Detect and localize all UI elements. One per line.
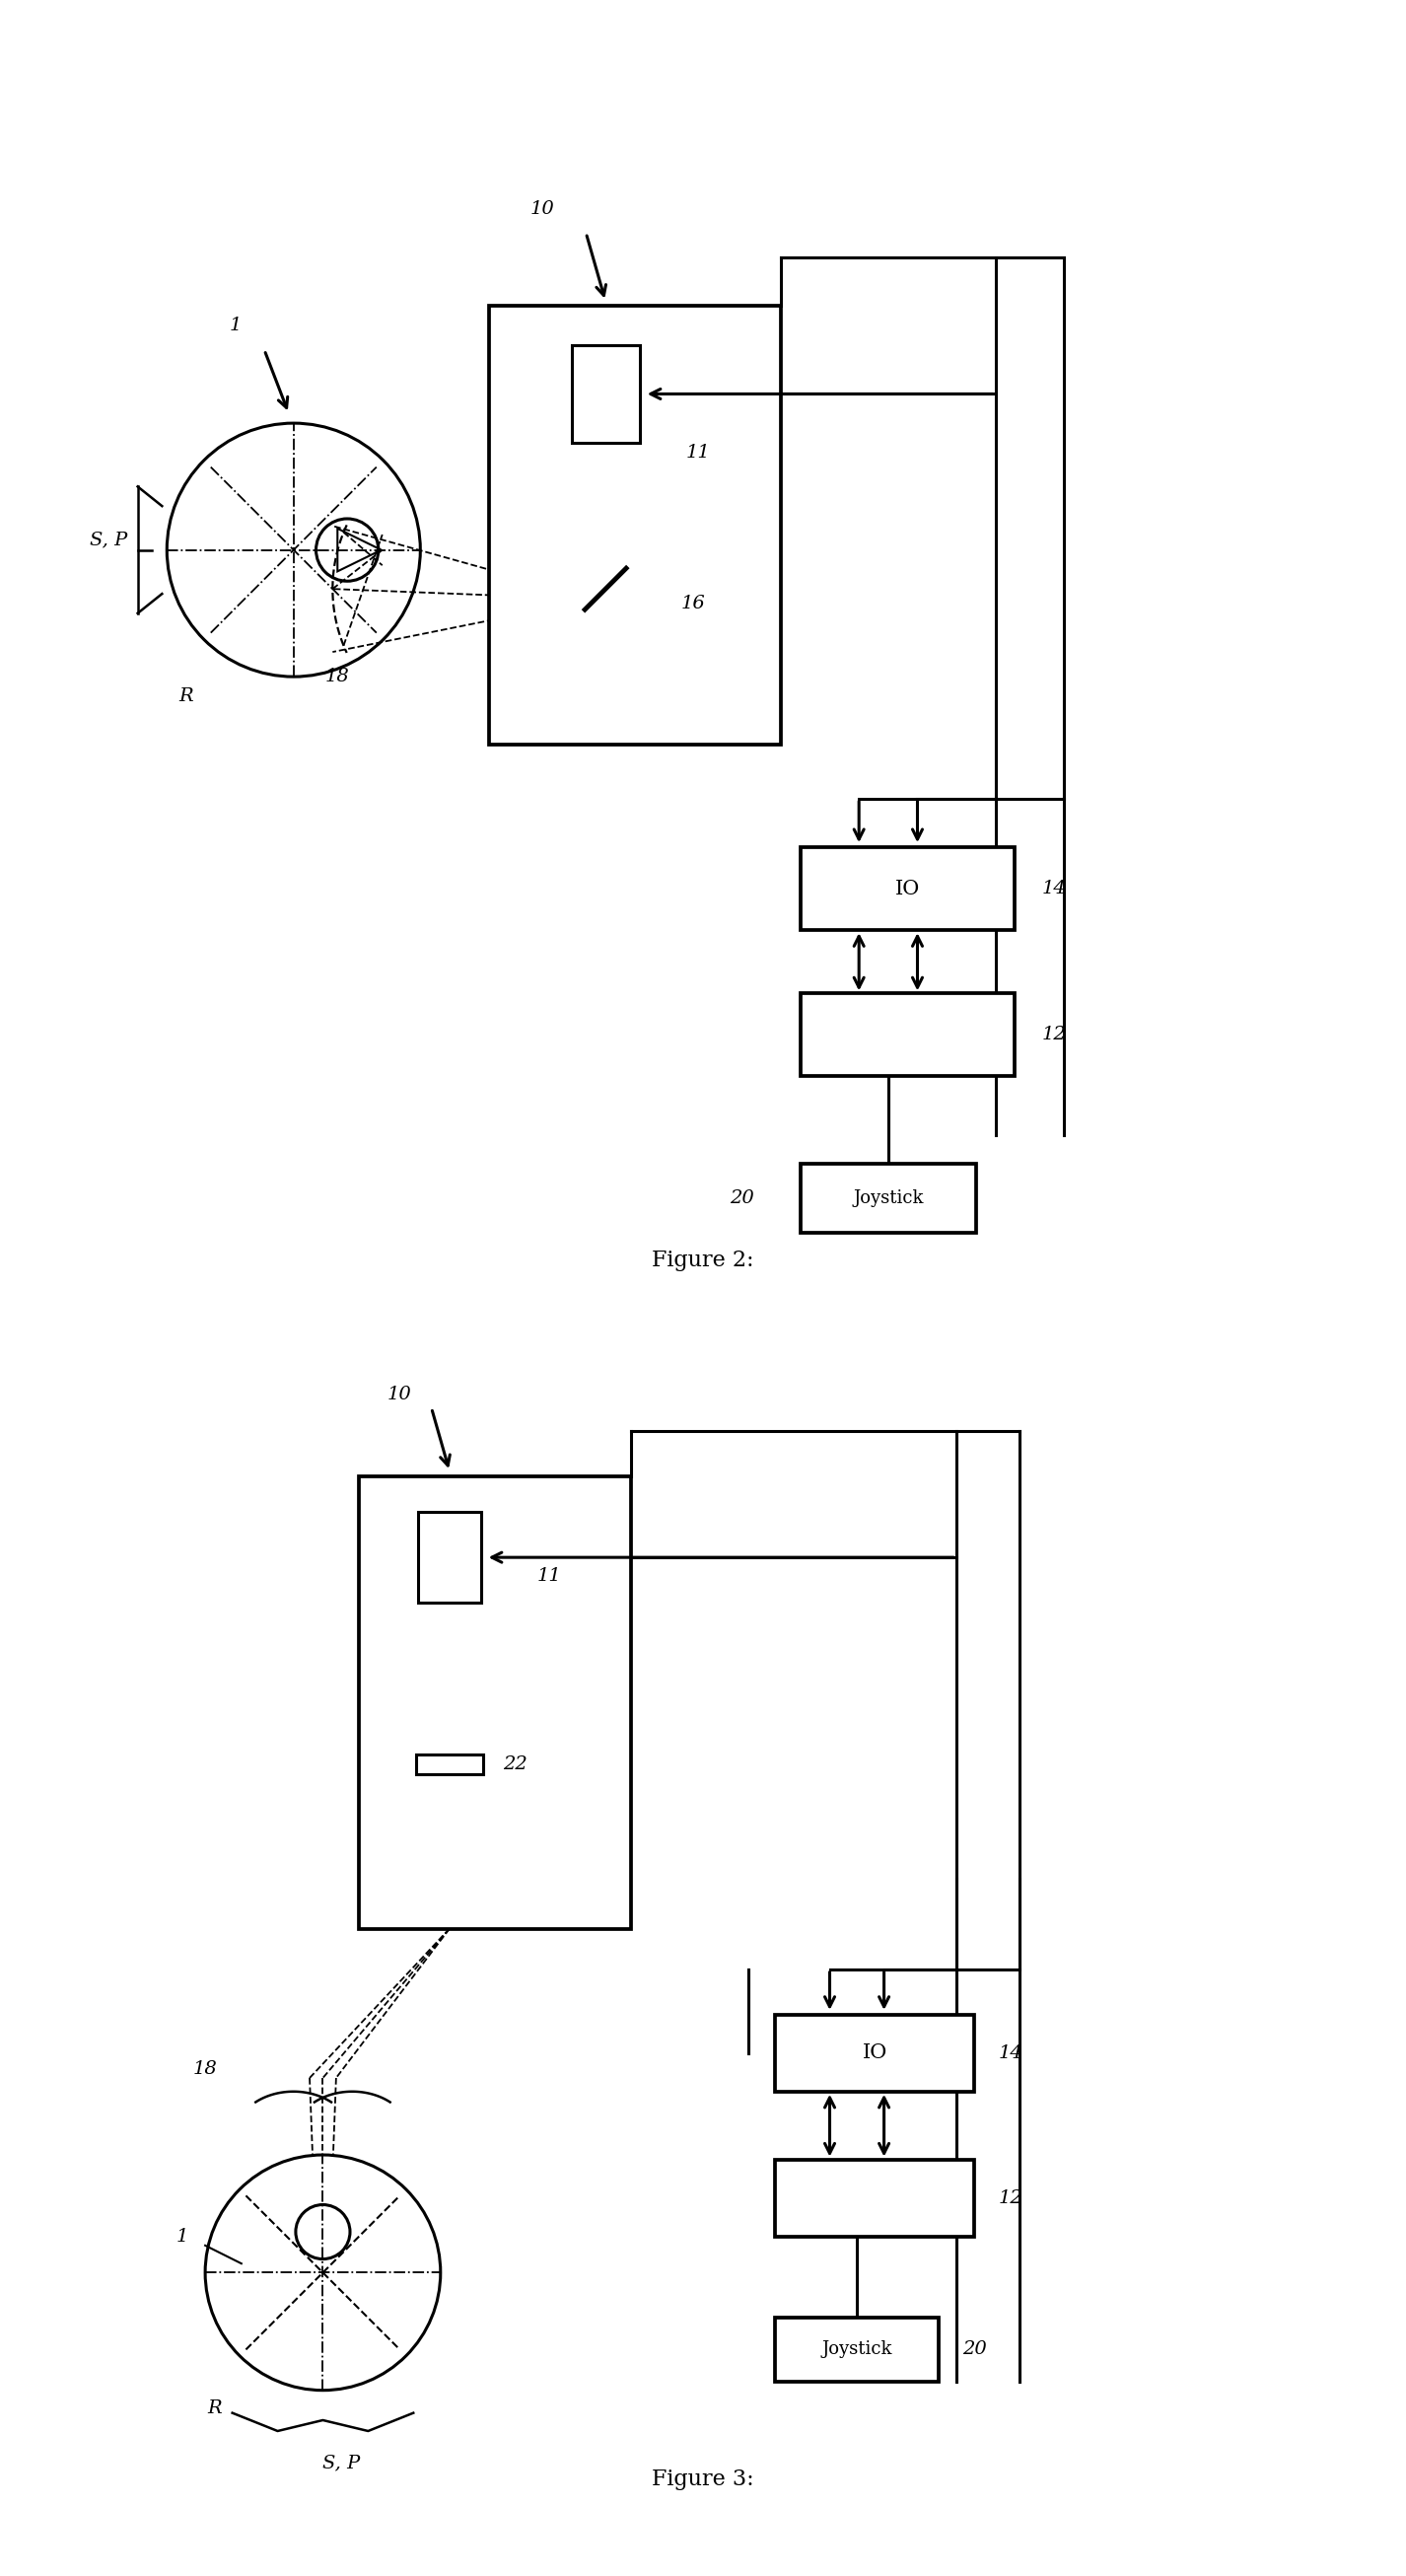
Text: 11: 11: [686, 443, 710, 461]
Text: 12: 12: [998, 2190, 1024, 2208]
Text: 22: 22: [503, 1757, 527, 1775]
Text: 14: 14: [1042, 881, 1066, 896]
Bar: [359, 1476, 631, 1929]
Text: IO: IO: [862, 2043, 887, 2063]
Bar: [775, 2159, 974, 2236]
Bar: [800, 1164, 976, 1231]
Text: Joystick: Joystick: [853, 1190, 924, 1208]
Text: 16: 16: [681, 595, 706, 613]
Text: 14: 14: [998, 2045, 1024, 2061]
Text: R: R: [207, 2398, 222, 2416]
Text: 1: 1: [229, 317, 242, 335]
Text: 18: 18: [325, 667, 350, 685]
Text: IO: IO: [896, 878, 920, 899]
Text: 12: 12: [1042, 1025, 1066, 1043]
Text: 20: 20: [730, 1190, 754, 1208]
Text: 20: 20: [962, 2342, 987, 2360]
Text: 1: 1: [177, 2228, 188, 2246]
Bar: [418, 1512, 481, 1602]
Text: 10: 10: [388, 1386, 412, 1404]
Bar: [800, 848, 1015, 930]
Text: Figure 2:: Figure 2:: [652, 1249, 754, 1273]
Bar: [571, 345, 640, 443]
Text: S, P: S, P: [90, 531, 128, 549]
Text: Figure 3:: Figure 3:: [652, 2468, 754, 2491]
Text: Joystick: Joystick: [821, 2342, 893, 2360]
Bar: [416, 1754, 484, 1775]
Text: 10: 10: [530, 201, 554, 216]
Bar: [800, 994, 1015, 1077]
Text: 11: 11: [537, 1566, 561, 1584]
Bar: [488, 307, 780, 744]
Text: R: R: [179, 688, 194, 706]
Bar: [775, 2014, 974, 2092]
Text: 18: 18: [193, 2061, 218, 2079]
Text: S, P: S, P: [322, 2455, 360, 2470]
Bar: [775, 2318, 938, 2380]
